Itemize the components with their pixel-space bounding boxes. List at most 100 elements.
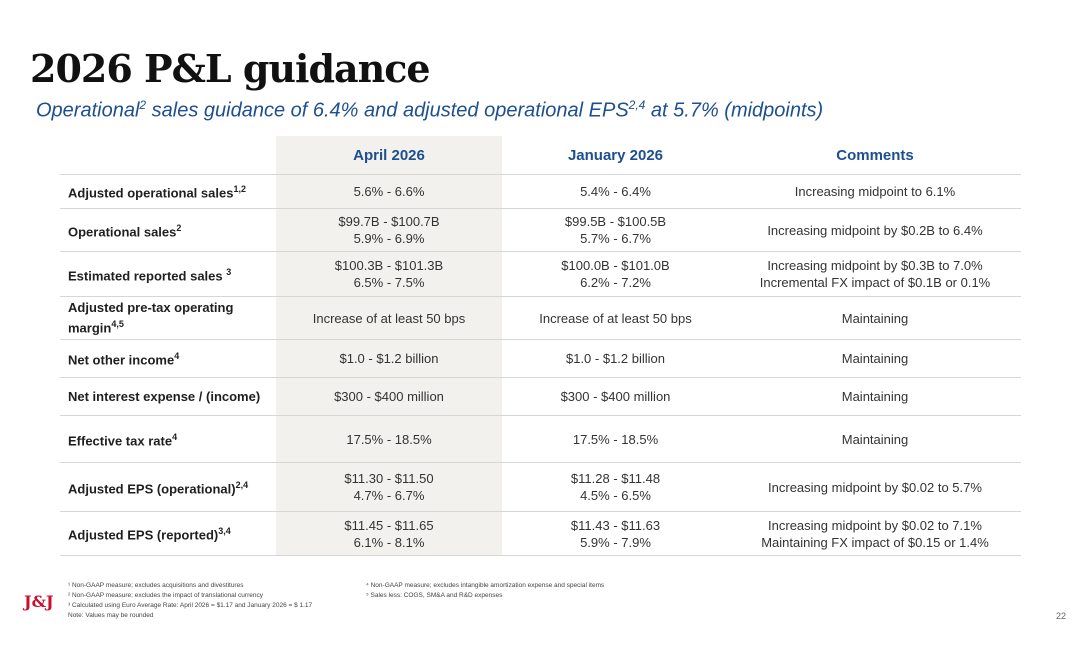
cell-january-2026: $100.0B - $101.0B 6.2% - 7.2% [502, 251, 729, 297]
header-april-2026: April 2026 [276, 136, 502, 175]
guidance-table-container: April 2026 January 2026 Comments Adjuste… [60, 136, 1021, 556]
cell-april-2026: $11.30 - $11.50 4.7% - 6.7% [276, 462, 502, 512]
footnote: ³ Calculated using Euro Average Rate: Ap… [68, 602, 313, 609]
row-label: Adjusted EPS (operational)2,4 [60, 462, 276, 512]
table-row: Adjusted pre-tax operating margin4,5 Incr… [60, 296, 1021, 340]
cell-april-2026: 5.6% - 6.6% [276, 174, 502, 209]
april-value-line: 5.9% - 6.9% [353, 231, 425, 246]
cell-comments: Maintaining [729, 296, 1021, 340]
row-label-footnote: 1,2 [233, 184, 246, 195]
january-value-line: $1.0 - $1.2 billion [565, 351, 665, 366]
table-row: Operational sales2 $99.7B - $100.7B 5.9% -… [60, 208, 1021, 252]
row-label: Net interest expense / (income) [60, 377, 276, 416]
comment-line: Maintaining [841, 351, 909, 366]
row-label-text: Adjusted EPS (reported) [68, 527, 219, 543]
january-value-line: 6.2% - 7.2% [580, 275, 651, 290]
january-value-line: 4.5% - 6.5% [580, 488, 651, 503]
row-label-text: Net other income [68, 352, 175, 368]
table-body: Adjusted operational sales1,2 5.6% - 6.6%… [60, 174, 1021, 556]
comment-line: Increasing midpoint to 6.1% [794, 184, 956, 199]
cell-april-2026: $300 - $400 million [276, 377, 502, 416]
footnotes-left: ¹ Non-GAAP measure; excludes acquisition… [68, 581, 312, 621]
footnote: Note: Values may be rounded [68, 612, 154, 619]
cell-comments: Maintaining [729, 415, 1021, 463]
cell-comments: Increasing midpoint to 6.1% [729, 174, 1021, 209]
comment-line: Increasing midpoint by $0.02 to 5.7% [768, 479, 982, 495]
comment-line: Increasing midpoint by $0.3B to 7.0% [767, 258, 983, 273]
table-row: Net other income4 $1.0 - $1.2 billion $1.0… [60, 339, 1021, 378]
table-row: Adjusted EPS (operational)2,4 $11.30 - $1… [60, 462, 1021, 512]
january-value-line: 5.9% - 7.9% [580, 534, 651, 550]
cell-january-2026: $11.28 - $11.48 4.5% - 6.5% [502, 462, 729, 512]
april-value-line: $99.7B - $100.7B [338, 214, 440, 229]
jnj-logo: J&J [24, 592, 54, 611]
cell-january-2026: Increase of at least 50 bps [502, 296, 729, 340]
header-metric [60, 136, 276, 175]
april-value-line: $300 - $400 million [334, 389, 444, 404]
cell-comments: Increasing midpoint by $0.02 to 7.1% Main… [729, 511, 1021, 556]
cell-january-2026: 17.5% - 18.5% [502, 415, 729, 463]
april-value-line: $100.3B - $101.3B [334, 258, 444, 273]
comment-line: Maintaining [841, 431, 909, 447]
table-row: Effective tax rate4 17.5% - 18.5% 17.5% - … [60, 415, 1021, 463]
cell-january-2026: $11.43 - $11.63 5.9% - 7.9% [502, 511, 729, 556]
row-label-text: Estimated reported sales [68, 268, 227, 284]
cell-january-2026: $300 - $400 million [502, 377, 729, 416]
cell-comments: Increasing midpoint by $0.02 to 5.7% [729, 462, 1021, 512]
page-title: 2026 P&L guidance [30, 46, 431, 91]
april-value-line: $1.0 - $1.2 billion [339, 351, 439, 366]
row-label-footnote: 4 [174, 351, 180, 362]
april-value-line: Increase of at least 50 bps [312, 310, 466, 326]
footnotes-right: ⁴ Non-GAAP measure; excludes intangible … [366, 581, 604, 601]
row-label-footnote: 3 [226, 266, 232, 277]
table-row: Estimated reported sales 3 $100.3B - $101… [60, 251, 1021, 297]
cell-january-2026: $1.0 - $1.2 billion [502, 339, 729, 378]
cell-comments: Maintaining [729, 377, 1021, 416]
comment-line: Maintaining [841, 310, 909, 326]
january-value-line: $100.0B - $101.0B [561, 258, 670, 273]
row-label: Net other income4 [60, 339, 276, 378]
cell-april-2026: $11.45 - $11.65 6.1% - 8.1% [276, 511, 502, 556]
subtitle-part-2: sales guidance of 6.4% and adjusted oper… [146, 99, 629, 122]
comment-line: Increasing midpoint by $0.02 to 7.1% [768, 517, 982, 533]
comment-line: Increasing midpoint by $0.2B to 6.4% [767, 222, 983, 238]
table-header-row: April 2026 January 2026 Comments [60, 136, 1021, 175]
cell-april-2026: $99.7B - $100.7B 5.9% - 6.9% [276, 208, 502, 252]
january-value-line: 5.7% - 6.7% [580, 231, 651, 246]
row-label-text: Adjusted EPS (operational) [68, 481, 236, 497]
page-subtitle: Operational2 sales guidance of 6.4% and … [36, 98, 823, 123]
april-value-line: 4.7% - 6.7% [353, 488, 425, 503]
april-value-line: 6.1% - 8.1% [353, 534, 425, 550]
table-row: Net interest expense / (income) $300 - $4… [60, 377, 1021, 416]
row-label: Operational sales2 [60, 208, 276, 252]
april-value-line: 6.5% - 7.5% [353, 275, 425, 290]
guidance-table: April 2026 January 2026 Comments Adjuste… [60, 136, 1021, 556]
subtitle-footnote-1: 2 [139, 98, 147, 112]
january-value-line: $300 - $400 million [560, 389, 671, 404]
january-value-line: Increase of at least 50 bps [539, 310, 692, 326]
row-label-text: Operational sales [68, 224, 177, 240]
row-label: Estimated reported sales 3 [60, 251, 276, 297]
row-label-footnote: 2 [176, 222, 182, 233]
subtitle-part-3: at 5.7% (midpoints) [645, 99, 824, 122]
row-label: Adjusted EPS (reported)3,4 [60, 511, 276, 556]
comment-line: Incremental FX impact of $0.1B or 0.1% [759, 275, 991, 290]
comment-line: Maintaining [841, 389, 909, 404]
footnote: ⁵ Sales less: COGS, SM&A and R&D expense… [366, 592, 503, 599]
comment-line: Maintaining FX impact of $0.15 or 1.4% [761, 534, 989, 550]
april-value-line: 17.5% - 18.5% [346, 431, 432, 447]
april-value-line: $11.30 - $11.50 [344, 471, 434, 486]
january-value-line: 5.4% - 6.4% [580, 184, 651, 199]
january-value-line: $11.43 - $11.63 [570, 517, 661, 533]
row-label-text: Net interest expense / (income) [68, 389, 261, 404]
cell-comments: Increasing midpoint by $0.3B to 7.0% Incr… [729, 251, 1021, 297]
page-number: 22 [1055, 611, 1066, 621]
row-label-text: Adjusted pre-tax operating margin [68, 299, 234, 336]
cell-january-2026: $99.5B - $100.5B 5.7% - 6.7% [502, 208, 729, 252]
row-label: Effective tax rate4 [60, 415, 276, 463]
row-label-footnote: 2,4 [235, 479, 249, 490]
footnote: ¹ Non-GAAP measure; excludes acquisition… [68, 582, 244, 589]
april-value-line: $11.45 - $11.65 [344, 517, 434, 533]
footnote: ² Non-GAAP measure; excludes the impact … [68, 592, 263, 599]
cell-april-2026: Increase of at least 50 bps [276, 296, 502, 340]
